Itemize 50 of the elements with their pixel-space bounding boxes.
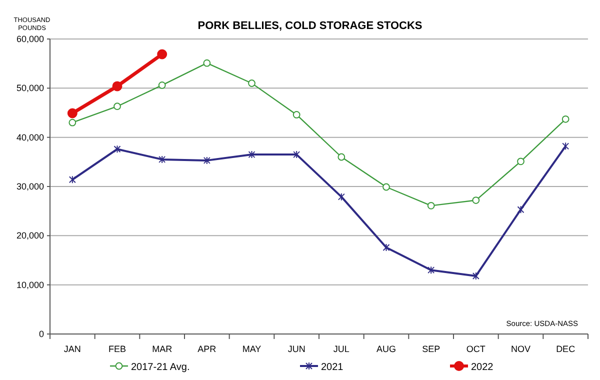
point (382, 183, 390, 191)
legend-label: 2017-21 Avg. (131, 362, 190, 373)
x-tick-label: AUG (376, 344, 396, 354)
point (248, 80, 256, 87)
point (68, 176, 76, 184)
point (67, 108, 78, 118)
y-tick-label: 60,000 (16, 34, 44, 44)
x-tick-label: SEP (422, 344, 440, 354)
point (562, 142, 570, 150)
point (157, 49, 168, 60)
y-tick-label: 20,000 (16, 230, 44, 241)
x-tick-label: MAY (242, 344, 262, 354)
y-tick-label: 30,000 (16, 182, 44, 192)
x-tick-label: MAR (152, 344, 173, 354)
x-tick-label: JUN (288, 344, 306, 354)
point (112, 81, 122, 92)
point (114, 145, 121, 154)
x-tick-label: FEB (108, 344, 126, 354)
point (158, 155, 166, 164)
x-tick-label: JUL (333, 344, 350, 354)
point (472, 196, 480, 204)
point (338, 153, 346, 161)
y-tick-label: 50,000 (16, 83, 44, 94)
x-tick-label: OCT (466, 344, 486, 354)
point (248, 150, 256, 159)
x-tick-label: JAN (64, 344, 81, 354)
point (158, 82, 166, 89)
point (472, 272, 480, 280)
y-tick-label: 0 (38, 329, 44, 339)
chart-title: PORK BELLIES, COLD STORAGE STOCKS (198, 20, 422, 32)
y-tick-label: 40,000 (16, 132, 44, 142)
point (203, 156, 210, 164)
point (517, 158, 524, 166)
y-tick-label: 10,000 (16, 280, 44, 290)
x-tick-label: DEC (556, 344, 576, 354)
point (382, 243, 390, 252)
point (427, 202, 435, 210)
point (68, 118, 76, 126)
point (562, 115, 570, 123)
legend-label: 2021 (321, 362, 344, 373)
point (292, 111, 300, 118)
point (203, 59, 211, 67)
x-tick-label: NOV (510, 344, 531, 354)
legend-label: 2022 (471, 362, 494, 373)
x-tick-label: APR (198, 344, 217, 354)
point (338, 192, 345, 201)
point (114, 102, 121, 110)
point (293, 150, 300, 159)
point (428, 266, 435, 274)
point (517, 206, 524, 214)
